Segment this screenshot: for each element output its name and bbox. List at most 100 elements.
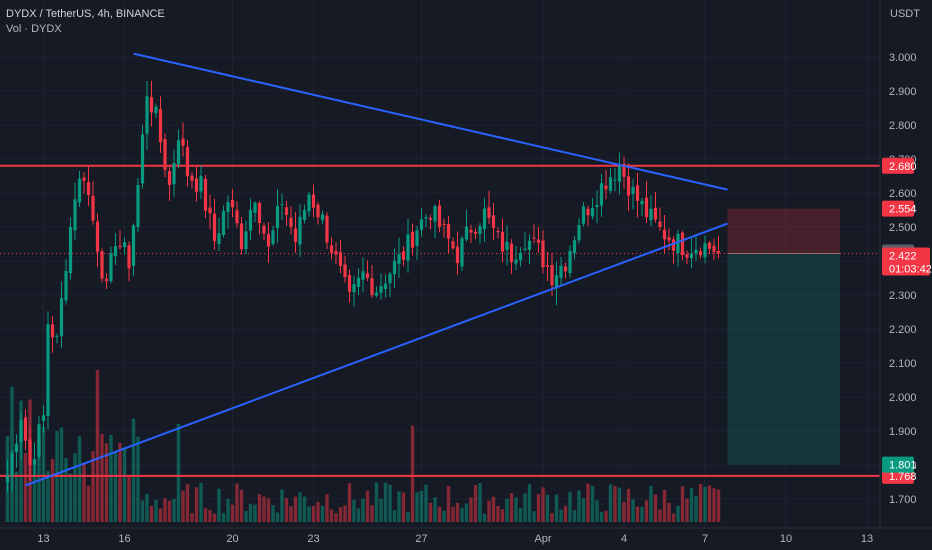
volume-bar bbox=[374, 482, 379, 522]
candle bbox=[667, 228, 671, 251]
candle-body bbox=[109, 253, 113, 282]
price-tick-label: 2.100 bbox=[889, 358, 917, 370]
candle bbox=[577, 218, 581, 244]
candle bbox=[590, 198, 595, 220]
time-tick-label: 20 bbox=[226, 533, 238, 545]
candle-body bbox=[446, 224, 451, 239]
price-axis[interactable]: USDT3.0002.9002.8002.7002.6002.5002.4002… bbox=[879, 0, 932, 550]
candle-body bbox=[649, 208, 653, 221]
candle bbox=[401, 246, 406, 267]
volume-legend[interactable]: Vol · DYDX bbox=[6, 23, 62, 35]
candle bbox=[109, 246, 113, 284]
candle bbox=[581, 202, 586, 227]
volume-bar bbox=[127, 475, 131, 522]
candle-body bbox=[410, 231, 415, 248]
candle bbox=[82, 172, 86, 194]
candle bbox=[217, 217, 221, 252]
trendline-upper[interactable] bbox=[133, 52, 728, 191]
time-axis[interactable]: 13 16 20 23 27 Apr 4 7 10 13 bbox=[0, 527, 932, 550]
volume-bar bbox=[244, 510, 248, 522]
candle bbox=[194, 165, 199, 202]
candle-body bbox=[239, 223, 244, 250]
volume-bar bbox=[167, 500, 172, 522]
trendline-lower[interactable] bbox=[25, 222, 728, 487]
candle-body bbox=[95, 221, 100, 252]
candle bbox=[460, 236, 464, 271]
symbol-title[interactable]: DYDX / TetherUS, 4h, BINANCE bbox=[6, 8, 165, 20]
candle-body bbox=[212, 213, 217, 242]
candle-body bbox=[118, 245, 122, 247]
volume-bar bbox=[586, 483, 590, 522]
candle-body bbox=[226, 202, 230, 212]
candle-body bbox=[10, 453, 14, 476]
candle bbox=[707, 240, 712, 255]
candle bbox=[10, 449, 14, 492]
short-position-tool[interactable] bbox=[727, 208, 841, 465]
volume-bar bbox=[82, 463, 86, 522]
candle-body bbox=[145, 96, 149, 134]
candle bbox=[140, 125, 145, 189]
candle bbox=[406, 218, 410, 273]
volume-bar bbox=[442, 510, 446, 522]
candle-body bbox=[203, 178, 208, 211]
candle bbox=[316, 201, 320, 225]
take-profit-zone[interactable] bbox=[727, 253, 841, 465]
volume-bar bbox=[104, 443, 109, 522]
trendlines[interactable] bbox=[25, 52, 728, 487]
candle-body bbox=[154, 106, 158, 114]
candle-body bbox=[716, 250, 721, 254]
candle-body bbox=[262, 225, 266, 234]
candle bbox=[158, 96, 163, 153]
volume-bar bbox=[460, 507, 464, 522]
volume-bar bbox=[640, 506, 644, 522]
candle-body bbox=[397, 254, 401, 264]
volume-bar bbox=[505, 498, 509, 522]
volume-bar bbox=[212, 513, 217, 522]
candle bbox=[185, 140, 190, 187]
candle bbox=[77, 171, 82, 207]
time-tick-label: 4 bbox=[621, 533, 627, 545]
volume-bar bbox=[424, 484, 428, 522]
candle bbox=[644, 180, 649, 224]
volume-bar bbox=[284, 498, 289, 522]
candle-body bbox=[631, 186, 635, 195]
candle-body bbox=[604, 185, 608, 190]
candle-body bbox=[415, 230, 419, 246]
candle-body bbox=[536, 239, 541, 243]
candle bbox=[41, 405, 46, 433]
candle bbox=[631, 179, 635, 210]
candle bbox=[541, 230, 545, 274]
candle-body bbox=[100, 251, 104, 279]
volume-bar bbox=[689, 487, 694, 522]
stop-loss-zone[interactable] bbox=[727, 208, 841, 254]
volume-bar bbox=[59, 427, 64, 522]
candle-body bbox=[325, 215, 329, 243]
candle bbox=[635, 172, 640, 218]
candle bbox=[122, 237, 127, 255]
candle bbox=[478, 223, 482, 244]
candle bbox=[320, 210, 325, 225]
horizontal-lines[interactable] bbox=[0, 164, 880, 477]
volume-bar bbox=[604, 510, 608, 522]
volume-bar bbox=[446, 486, 451, 522]
candle-body bbox=[635, 185, 640, 201]
candle-body bbox=[55, 335, 59, 337]
candle-body bbox=[158, 109, 163, 143]
candle-body bbox=[685, 254, 689, 258]
candle bbox=[239, 217, 244, 255]
candle bbox=[244, 220, 248, 255]
volume-bar bbox=[676, 505, 680, 522]
volume-bar bbox=[95, 370, 100, 522]
candle-body bbox=[253, 202, 257, 213]
volume-bar bbox=[379, 498, 383, 522]
time-tick-label: 16 bbox=[118, 533, 130, 545]
time-tick-label: 7 bbox=[702, 533, 708, 545]
volume-bar bbox=[262, 496, 266, 522]
candle bbox=[28, 425, 32, 481]
candle bbox=[694, 236, 698, 261]
volume-bar bbox=[559, 509, 563, 522]
volume-bar bbox=[293, 496, 298, 522]
volume-bar bbox=[712, 488, 716, 522]
candle-body bbox=[190, 175, 194, 181]
volume-bar bbox=[550, 513, 554, 522]
